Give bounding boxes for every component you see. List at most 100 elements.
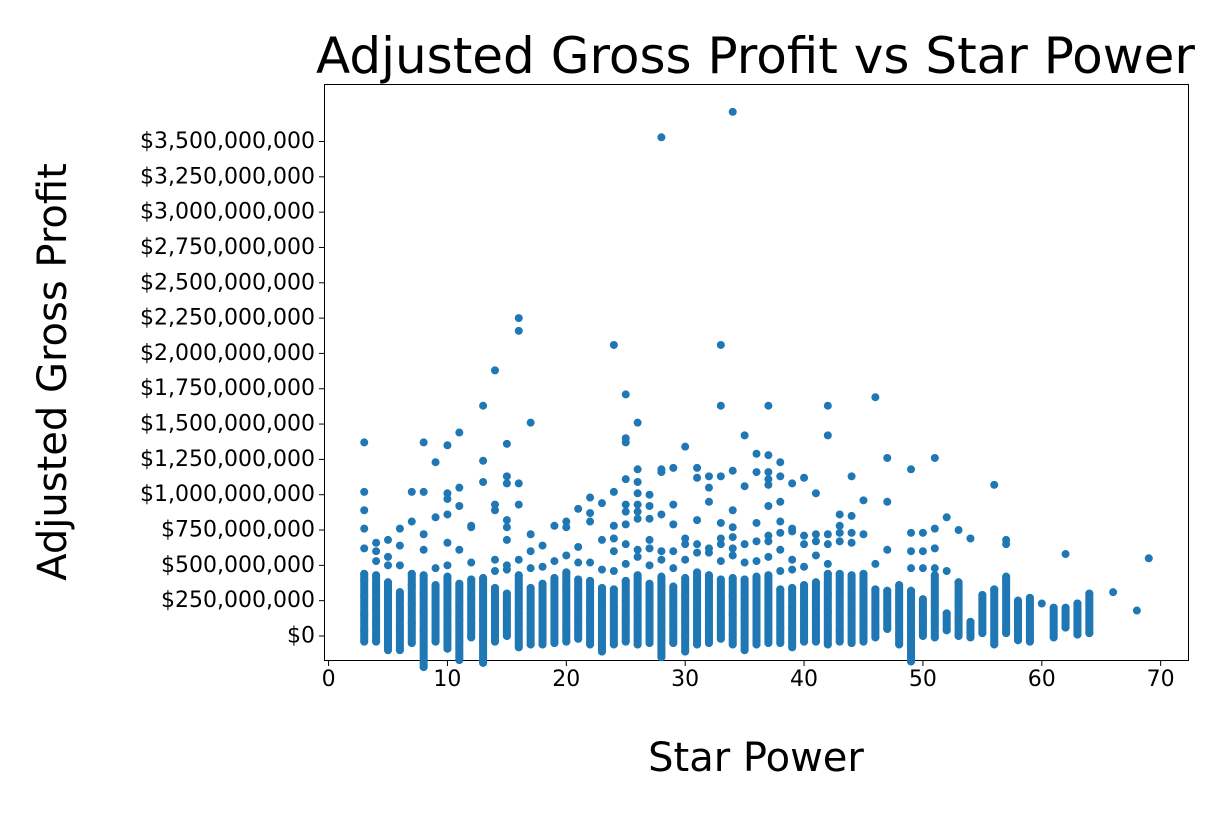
data-point xyxy=(621,438,630,447)
data-point xyxy=(776,566,785,575)
data-point xyxy=(907,465,916,474)
data-point xyxy=(609,547,618,556)
data-point xyxy=(490,506,499,515)
data-point xyxy=(811,489,820,498)
y-tick-label: $2,500,000,000 xyxy=(140,270,315,295)
data-point xyxy=(443,510,452,519)
data-point xyxy=(562,551,571,560)
data-point xyxy=(467,558,476,567)
data-point xyxy=(693,516,702,525)
data-point xyxy=(847,472,856,481)
data-point xyxy=(633,477,642,486)
data-point xyxy=(502,439,511,448)
data-point xyxy=(918,528,927,537)
data-point xyxy=(823,431,832,440)
data-point xyxy=(645,502,654,511)
data-point xyxy=(907,528,916,537)
data-point xyxy=(431,458,440,467)
data-point xyxy=(526,564,535,573)
data-point xyxy=(942,566,951,575)
data-point xyxy=(502,479,511,488)
data-point xyxy=(621,390,630,399)
y-tick-label: $1,500,000,000 xyxy=(140,412,315,437)
data-point xyxy=(752,537,761,546)
data-point xyxy=(800,531,809,540)
data-point xyxy=(776,517,785,526)
data-point xyxy=(1132,606,1141,615)
data-point xyxy=(395,561,404,570)
data-point xyxy=(776,472,785,481)
data-point xyxy=(455,483,464,492)
data-point xyxy=(502,523,511,532)
data-point xyxy=(693,473,702,482)
data-point xyxy=(372,547,381,556)
data-point xyxy=(455,545,464,554)
data-point xyxy=(443,538,452,547)
data-point xyxy=(716,557,725,566)
data-point xyxy=(562,523,571,532)
data-point xyxy=(764,502,773,511)
data-point xyxy=(443,441,452,450)
data-point xyxy=(395,524,404,533)
data-point xyxy=(621,500,630,509)
data-point xyxy=(407,487,416,496)
data-point xyxy=(645,490,654,499)
data-point xyxy=(835,521,844,530)
data-point xyxy=(728,544,737,553)
data-point xyxy=(764,451,773,460)
data-point xyxy=(918,564,927,573)
data-point xyxy=(704,472,713,481)
data-point xyxy=(372,557,381,566)
data-point xyxy=(574,504,583,513)
y-tick-label: $0 xyxy=(287,623,315,648)
data-point xyxy=(514,500,523,509)
data-point xyxy=(800,540,809,549)
data-point xyxy=(942,513,951,522)
data-point xyxy=(372,538,381,547)
data-point xyxy=(360,487,369,496)
data-point xyxy=(681,540,690,549)
data-point xyxy=(597,499,606,508)
data-point xyxy=(479,456,488,465)
data-point xyxy=(455,428,464,437)
data-point xyxy=(514,326,523,335)
data-point xyxy=(360,438,369,447)
data-point xyxy=(514,479,523,488)
chart-title: Adjusted Gross Profit vs Star Power xyxy=(316,27,1195,85)
data-point xyxy=(823,559,832,568)
data-point xyxy=(788,479,797,488)
data-point xyxy=(514,555,523,564)
data-point xyxy=(800,473,809,482)
data-point xyxy=(609,566,618,575)
y-tick-label: $1,250,000,000 xyxy=(140,447,315,472)
y-tick-label: $1,750,000,000 xyxy=(140,376,315,401)
data-point xyxy=(788,555,797,564)
data-point xyxy=(419,487,428,496)
data-point xyxy=(657,547,666,556)
data-point xyxy=(479,401,488,410)
data-point xyxy=(609,487,618,496)
data-point xyxy=(419,530,428,539)
plot-area-frame xyxy=(324,84,1189,661)
data-point xyxy=(835,510,844,519)
data-point xyxy=(704,497,713,506)
data-point xyxy=(360,506,369,515)
data-point xyxy=(419,545,428,554)
data-point xyxy=(502,472,511,481)
data-point xyxy=(823,401,832,410)
data-point xyxy=(811,551,820,560)
x-tick-label: 40 xyxy=(790,667,818,692)
data-point xyxy=(657,468,666,477)
y-tick-label: $500,000,000 xyxy=(161,553,315,578)
data-point xyxy=(883,545,892,554)
data-point xyxy=(764,475,773,484)
data-point xyxy=(443,489,452,498)
data-point xyxy=(752,557,761,566)
data-point xyxy=(918,547,927,556)
data-point xyxy=(728,523,737,532)
data-point xyxy=(740,431,749,440)
data-point xyxy=(835,537,844,546)
data-point xyxy=(609,534,618,543)
data-point xyxy=(871,559,880,568)
